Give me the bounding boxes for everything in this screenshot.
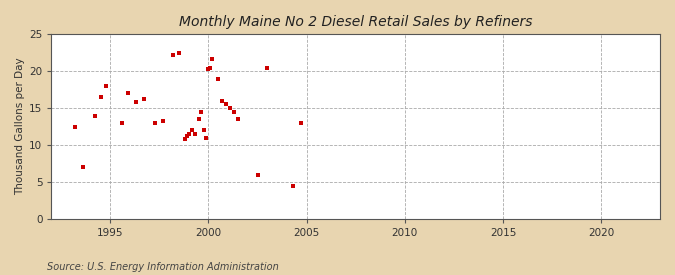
Point xyxy=(150,121,161,125)
Point xyxy=(296,121,306,125)
Point xyxy=(232,117,243,122)
Point xyxy=(184,132,194,136)
Point xyxy=(78,165,88,169)
Point xyxy=(203,67,214,71)
Point xyxy=(117,121,128,125)
Point xyxy=(262,65,273,70)
Title: Monthly Maine No 2 Diesel Retail Sales by Refiners: Monthly Maine No 2 Diesel Retail Sales b… xyxy=(179,15,533,29)
Text: Source: U.S. Energy Information Administration: Source: U.S. Energy Information Administ… xyxy=(47,262,279,272)
Point xyxy=(123,91,134,96)
Point xyxy=(229,110,240,114)
Point xyxy=(158,119,169,124)
Point xyxy=(252,172,263,177)
Point xyxy=(205,65,216,70)
Point xyxy=(200,136,211,140)
Point xyxy=(182,134,192,138)
Point xyxy=(207,56,218,61)
Point xyxy=(213,76,223,81)
Point xyxy=(173,51,184,55)
Point xyxy=(288,184,298,189)
Point xyxy=(138,97,149,101)
Point xyxy=(190,132,200,136)
Point xyxy=(221,102,232,107)
Point xyxy=(168,53,179,57)
Point xyxy=(198,128,209,133)
Point xyxy=(130,100,141,104)
Point xyxy=(225,106,236,110)
Point xyxy=(70,125,80,129)
Point xyxy=(180,137,190,141)
Point xyxy=(195,110,206,114)
Point xyxy=(186,128,197,133)
Point xyxy=(95,95,106,99)
Point xyxy=(193,117,204,122)
Point xyxy=(89,113,100,118)
Point xyxy=(217,99,227,103)
Point xyxy=(101,84,112,88)
Y-axis label: Thousand Gallons per Day: Thousand Gallons per Day xyxy=(15,58,25,196)
